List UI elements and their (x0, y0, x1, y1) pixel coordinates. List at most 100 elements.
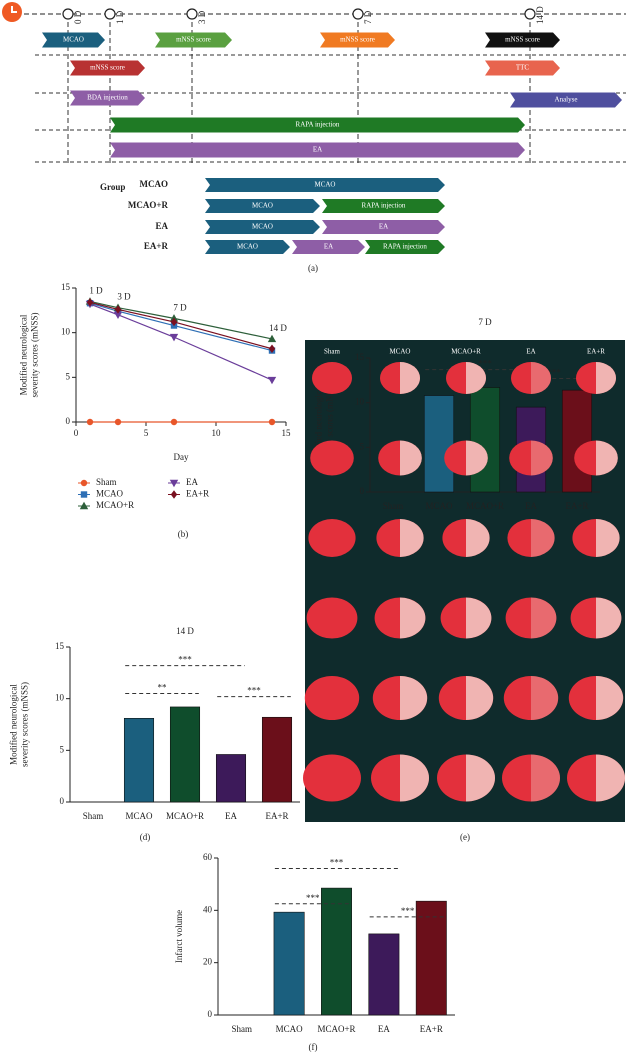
phase-label: RAPA injection (383, 243, 427, 251)
data-point (267, 334, 277, 343)
day-marker (524, 8, 536, 20)
annotation: 1 D (89, 285, 103, 295)
day-marker (104, 8, 116, 20)
data-point (80, 479, 88, 487)
brain-slice (507, 519, 555, 557)
legend-label: MCAO+R (96, 500, 134, 510)
x-tick-label: EA (225, 811, 237, 821)
step-label: TTC (516, 64, 530, 72)
infarct-area (466, 519, 490, 557)
group-name: MCAO (140, 179, 169, 189)
y-tick-label: 0 (66, 416, 71, 426)
step-arrow (110, 117, 525, 133)
series-line (89, 303, 273, 381)
column-header: MCAO (389, 348, 410, 356)
y-axis-label: Modified neurological (314, 384, 324, 465)
bar (423, 395, 455, 493)
column-header: EA+R (587, 348, 605, 356)
infarct-area (400, 597, 426, 639)
x-tick-label: EA+R (265, 811, 288, 821)
bar (321, 887, 352, 1016)
step-arrow (510, 92, 622, 108)
phase-label: RAPA injection (362, 202, 406, 210)
group-title: Group (100, 182, 125, 192)
infarct-area (466, 440, 488, 476)
day-marker (186, 8, 198, 20)
step-arrow (485, 60, 560, 76)
caption: (d) (140, 832, 151, 842)
phase-label: MCAO (252, 223, 273, 231)
infarct-area (400, 440, 422, 476)
annotation: 7 D (173, 302, 187, 312)
day-label: 14 D (535, 6, 545, 24)
clock-hands (11, 6, 17, 13)
infarct-area (531, 676, 559, 720)
infarct-area (531, 362, 551, 394)
infarct-area (466, 597, 492, 639)
y-tick-label: 10 (61, 327, 71, 337)
step-label: EA (313, 146, 322, 154)
phase-arrow (365, 240, 445, 254)
phase-arrow (205, 220, 320, 234)
column-header: MCAO+R (451, 348, 481, 356)
data-point (114, 418, 122, 426)
data-point (169, 479, 179, 488)
day-label: 3 D (197, 10, 207, 24)
y-tick-label: 15 (61, 282, 71, 292)
y-tick-label: 20 (203, 957, 213, 967)
x-tick-label: MCAO+R (466, 501, 504, 511)
y-axis-label: severity scores (mNSS) (30, 313, 40, 398)
y-axis-label: Modified neurological (9, 684, 19, 765)
data-point (170, 317, 178, 327)
caption: (a) (308, 263, 318, 273)
x-tick-label: 10 (212, 428, 222, 438)
y-tick-label: 40 (203, 904, 213, 914)
data-point (268, 344, 276, 353)
step-label: mNSS score (176, 36, 211, 44)
y-tick-label: 10 (355, 397, 365, 407)
bar (169, 706, 201, 803)
x-tick-label: EA+R (420, 1024, 443, 1034)
legend-label: EA+R (186, 489, 209, 499)
bar (415, 900, 447, 1016)
infarct-area (531, 597, 557, 639)
x-tick-label: 0 (74, 428, 79, 438)
bar (469, 387, 501, 493)
x-tick-label: 5 (144, 428, 149, 438)
data-point (268, 418, 276, 426)
phase-arrow (205, 178, 445, 192)
infarct-area (466, 362, 486, 394)
x-tick-label: EA (525, 501, 537, 511)
caption: (f) (309, 1042, 318, 1052)
x-tick-label: MCAO (276, 1024, 304, 1034)
infarct-area (531, 440, 553, 476)
data-point (113, 311, 123, 319)
phase-arrow (322, 199, 445, 213)
x-tick-label: Sham (83, 811, 104, 821)
data-point (80, 491, 88, 498)
data-point (267, 376, 277, 385)
infarct-area (596, 440, 618, 476)
step-label: mNSS score (505, 36, 540, 44)
x-tick-label: Sham (231, 1024, 252, 1034)
significance-label: *** (330, 858, 344, 868)
phase-label: EA (379, 223, 388, 231)
y-tick-label: 0 (360, 486, 365, 496)
infarct-area (531, 519, 555, 557)
brain-slice (509, 440, 553, 476)
phase-label: MCAO (237, 243, 258, 251)
step-arrow (485, 32, 560, 48)
y-tick-label: 15 (55, 641, 65, 651)
brain-slice (505, 597, 557, 639)
brain-slice (303, 754, 361, 802)
step-arrow (320, 32, 395, 48)
bar (215, 754, 247, 803)
x-tick-label: EA (378, 1024, 390, 1034)
significance-label: *** (178, 655, 192, 665)
step-arrow (42, 32, 105, 48)
infarct-area (531, 754, 560, 802)
annotation: 3 D (117, 292, 131, 302)
brain-slice (312, 362, 352, 394)
x-tick-label: Sham (383, 501, 404, 511)
